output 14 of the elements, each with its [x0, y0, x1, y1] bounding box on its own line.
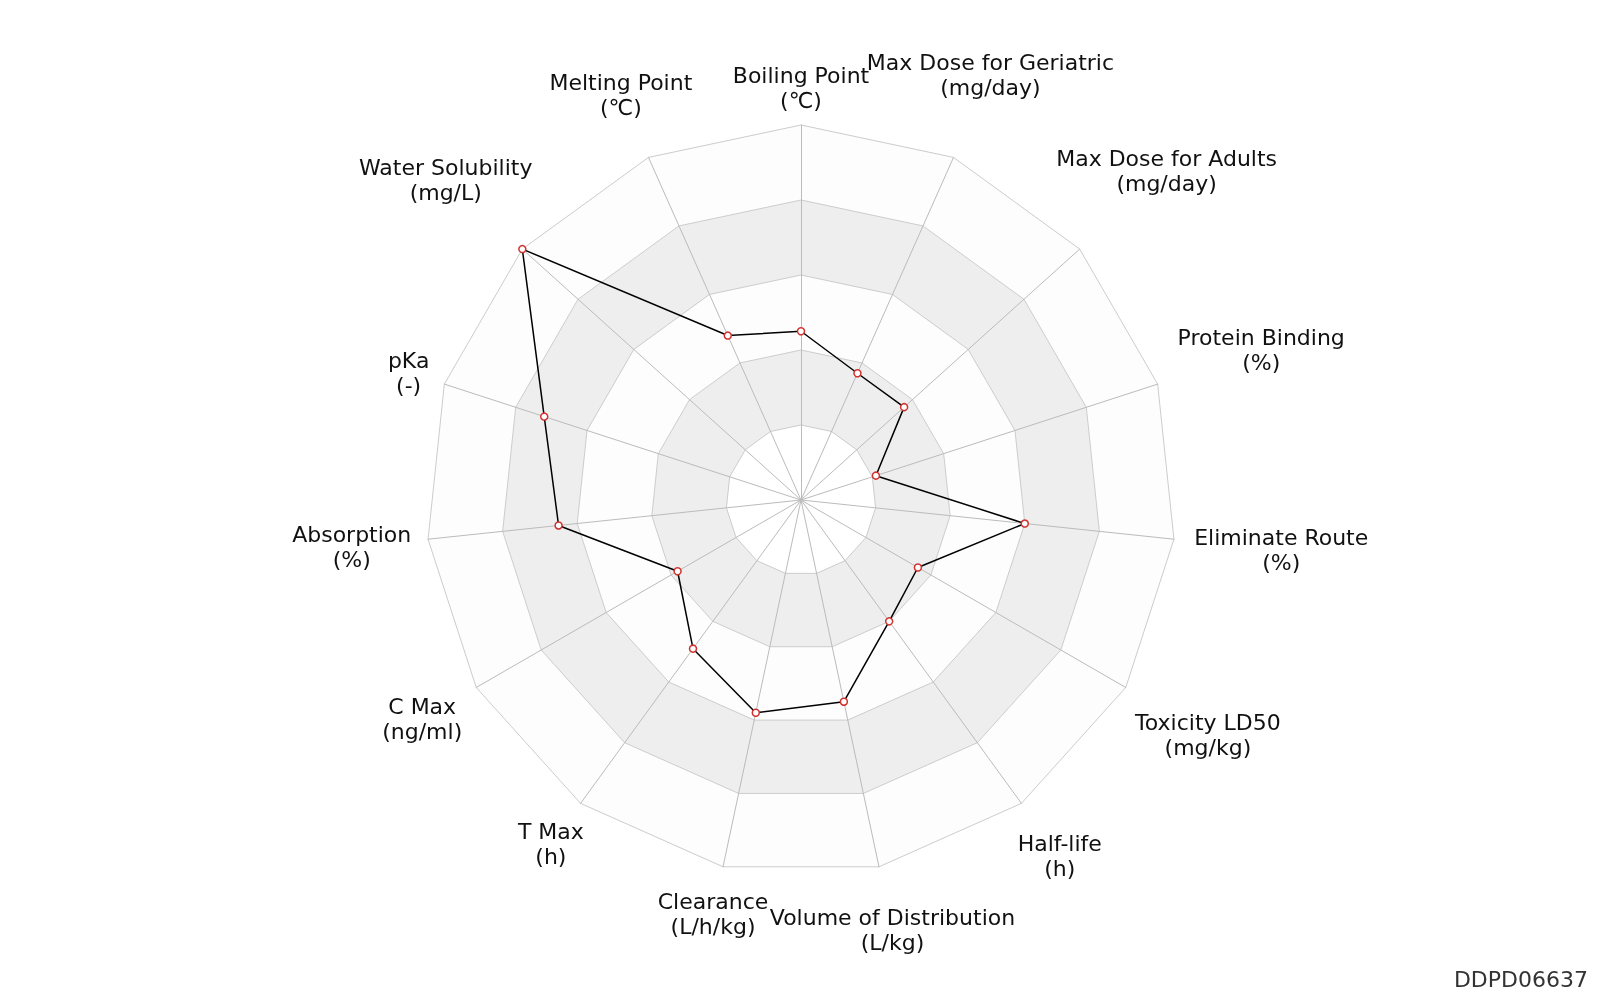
spoke-label: Protein Binding (%): [1177, 325, 1345, 376]
spoke-label: Eliminate Route (%): [1194, 525, 1369, 576]
spoke-label: Absorption (%): [292, 522, 412, 573]
spoke-label: Clearance (L/h/kg): [657, 888, 769, 939]
spoke-label: Half-life (h): [1017, 831, 1102, 882]
spoke-label: pKa (-): [387, 347, 430, 398]
spoke-label: C Max (ng/ml): [382, 693, 463, 744]
spoke-label: Max Dose for Adults (mg/day): [1056, 145, 1278, 196]
spoke-label: Toxicity LD50 (mg/kg): [1134, 709, 1281, 760]
spoke-label: Water Solubility (mg/L): [359, 155, 533, 206]
spoke-label: Volume of Distribution (L/kg): [769, 905, 1016, 956]
spoke-label: Melting Point (℃): [549, 70, 693, 121]
text: DDPD06637: [1453, 966, 1588, 992]
spoke-label: T Max (h): [516, 819, 584, 870]
